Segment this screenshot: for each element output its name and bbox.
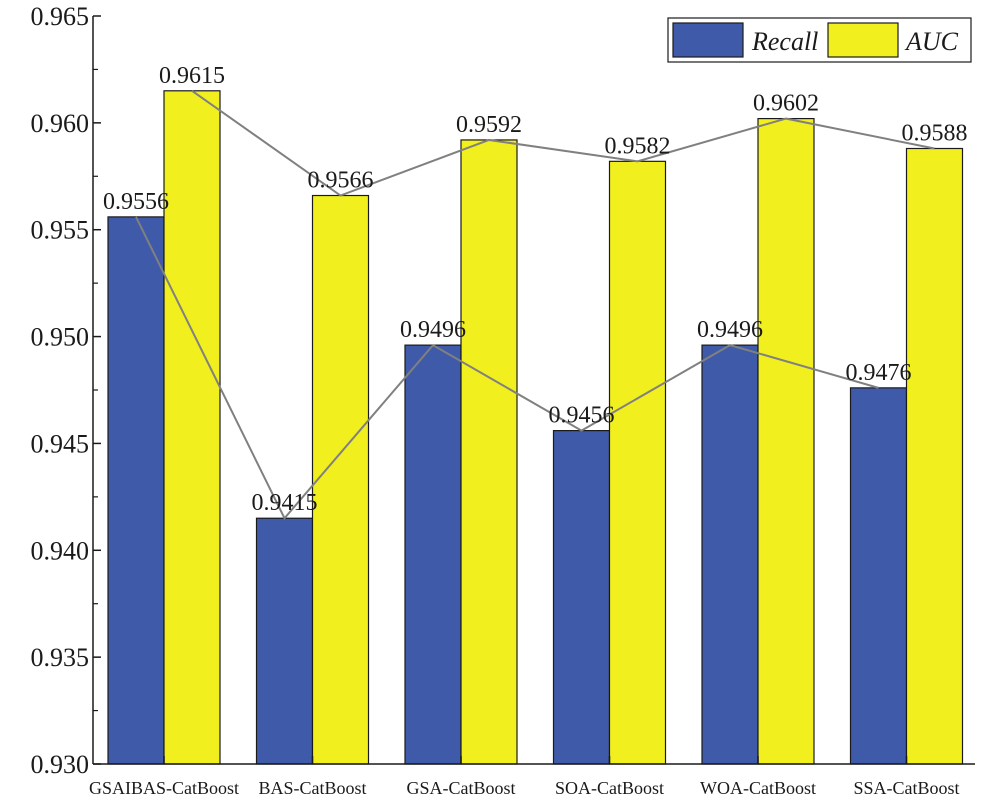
y-tick-label: 0.955 [31,216,90,245]
legend-label-auc: AUC [904,27,959,56]
bar-recall-5 [701,344,759,765]
y-tick-label: 0.965 [31,2,90,31]
data-label-recall-2: 0.9415 [252,490,318,516]
bar-recall-6 [849,387,908,765]
trend-line-auc [191,89,935,197]
bar-recall-3 [404,344,462,765]
data-labels-layer: 0.9556 0.9615 0.9415 0.9566 0.9496 0.9592 0.94… [103,63,968,516]
y-tick-label: 0.940 [31,536,90,565]
x-tick-label: WOA-CatBoost [700,778,816,798]
bar-recall-4 [552,430,611,765]
y-tick-label: 0.960 [31,109,90,138]
axes-layer: 0.930 0.935 0.940 0.945 0.950 0.955 0.960 0.965… [31,2,975,798]
x-tick-label: GSAIBAS-CatBoost [89,778,239,798]
bar-auc-1 [163,90,221,765]
x-tick-label: SOA-CatBoost [555,778,664,798]
data-label-recall-1: 0.9556 [103,189,169,215]
y-tick-label: 0.935 [31,643,90,672]
bar-recall-2 [255,517,314,765]
y-tick-label: 0.945 [31,429,90,458]
data-label-auc-3: 0.9592 [456,112,522,138]
bar-recall-1 [107,216,165,765]
data-label-recall-6: 0.9476 [846,360,912,386]
data-label-recall-5: 0.9496 [697,317,763,343]
x-tick-label: BAS-CatBoost [258,778,366,798]
legend-swatch-recall [672,22,744,58]
trend-lines-layer [135,89,935,521]
x-tick-label: SSA-CatBoost [853,778,959,798]
x-tick-label: GSA-CatBoost [406,778,515,798]
legend-label-recall: Recall [751,27,818,56]
data-label-auc-5: 0.9602 [753,91,819,117]
y-tick-label: 0.930 [31,750,90,779]
bar-auc-5 [757,117,815,765]
data-label-auc-4: 0.9582 [605,133,671,159]
bar-auc-6 [905,147,964,765]
legend-swatch-auc [827,22,899,58]
bar-auc-2 [311,194,370,765]
bar-auc-3 [460,139,518,765]
data-label-recall-4: 0.9456 [549,403,615,429]
bars-layer [107,90,964,765]
data-label-auc-1: 0.9615 [159,63,225,89]
data-label-auc-2: 0.9566 [308,168,374,194]
data-label-recall-3: 0.9496 [400,317,466,343]
data-label-auc-6: 0.9588 [902,121,968,147]
legend: Recall AUC [667,17,972,63]
bar-auc-4 [608,160,667,765]
y-tick-label: 0.950 [31,323,90,352]
trend-line-recall [135,216,879,521]
